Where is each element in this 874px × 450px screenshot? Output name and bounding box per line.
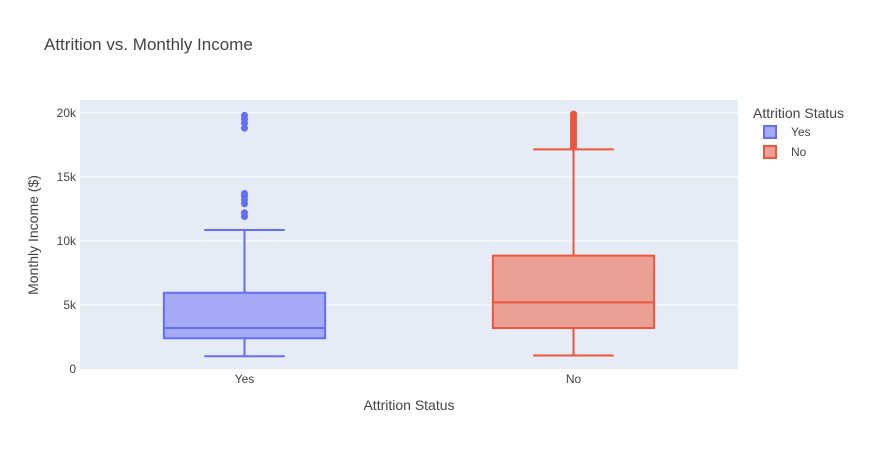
legend-item-yes[interactable]: Yes	[763, 125, 811, 139]
box-series	[162, 110, 656, 358]
legend-item-no[interactable]: No	[763, 145, 807, 159]
outlier-point	[570, 110, 577, 118]
outlier-point	[241, 190, 248, 198]
legend-label: Yes	[791, 125, 811, 139]
x-tick-label: Yes	[235, 372, 255, 386]
outlier-point	[241, 124, 248, 132]
iqr-box	[491, 254, 656, 330]
box-yes	[162, 111, 327, 358]
y-axis-label: Monthly Income ($)	[25, 175, 41, 295]
y-tick-label: 10k	[57, 234, 77, 248]
box-no	[491, 110, 656, 357]
y-tick-label: 0	[69, 362, 76, 376]
legend-swatch	[763, 145, 777, 159]
iqr-box	[162, 291, 327, 340]
y-tick-label: 20k	[57, 106, 77, 120]
chart-title: Attrition vs. Monthly Income	[44, 35, 253, 54]
legend-title: Attrition Status	[753, 105, 844, 121]
outlier-point	[241, 111, 248, 119]
x-tick-label: No	[566, 372, 582, 386]
legend-label: No	[791, 145, 807, 159]
x-axis-label: Attrition Status	[363, 397, 454, 413]
outlier-point	[241, 209, 248, 217]
y-tick-label: 5k	[63, 298, 77, 312]
y-tick-labels: 0 5k 10k 15k 20k	[57, 106, 77, 376]
y-tick-label: 15k	[57, 170, 77, 184]
legend-swatch	[763, 125, 777, 139]
x-tick-labels: Yes No	[235, 372, 582, 386]
legend: Attrition Status Yes No	[753, 105, 844, 159]
